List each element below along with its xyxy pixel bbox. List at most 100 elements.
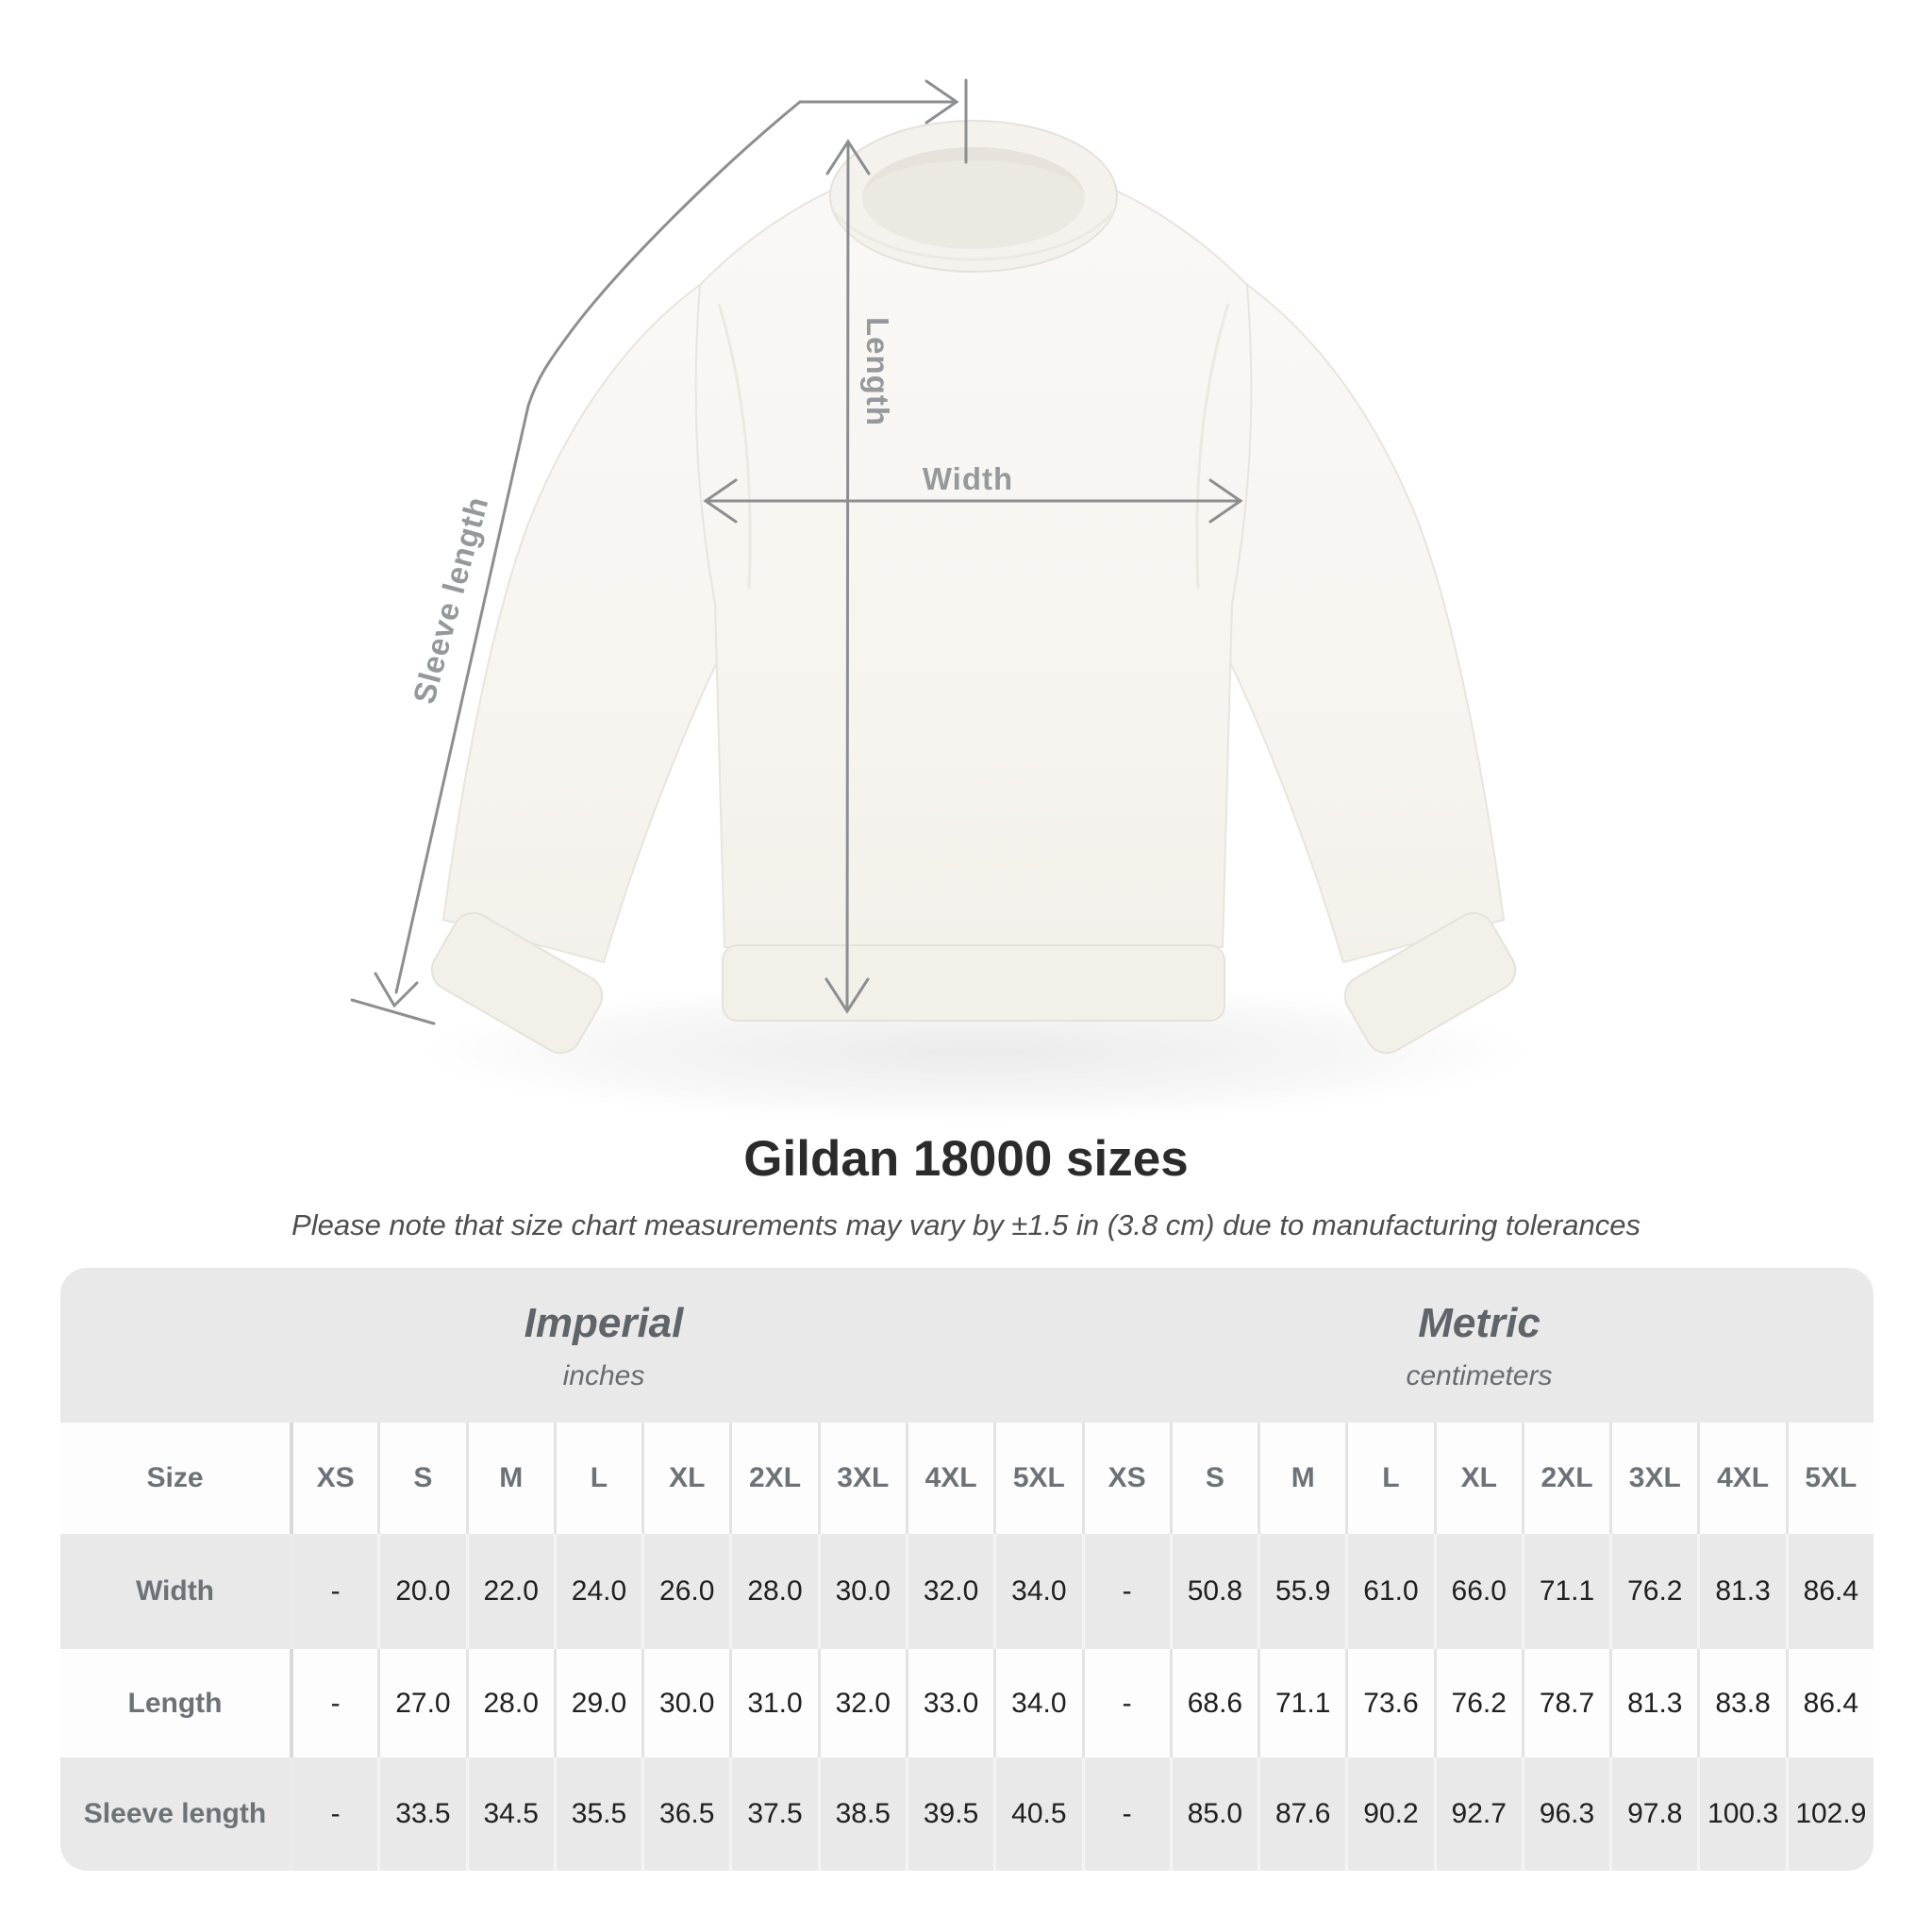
length-row: Length -27.0 28.0 29.0 30.0 31.0 32.0 33.0 34.0… — [60, 1649, 1874, 1757]
width-value-cell: 34.0 — [993, 1534, 1081, 1649]
size-column-header: 4XL — [905, 1423, 993, 1534]
metric-unit-group: Metric centimeters — [1406, 1268, 1552, 1423]
imperial-unit-group: Imperial inches — [525, 1268, 684, 1423]
measurement-lines — [350, 78, 1243, 1025]
collar-seam — [832, 210, 1115, 261]
width-value-cell: 71.1 — [1521, 1534, 1609, 1649]
size-column-header: M — [465, 1423, 554, 1534]
size-chart-table: Imperial inches Metric centimeters Size … — [60, 1268, 1874, 1871]
size-column-header: 3XL — [1609, 1423, 1697, 1534]
width-value-cell: 30.0 — [817, 1534, 906, 1649]
width-value-cell: 86.4 — [1785, 1534, 1874, 1649]
sleeve-value-cell: 40.5 — [993, 1757, 1081, 1871]
sleeve-value-cell: - — [1081, 1757, 1170, 1871]
length-value-cell: 83.8 — [1697, 1649, 1785, 1757]
sleeve-value-cell: 33.5 — [377, 1757, 465, 1871]
imperial-unit: inches — [562, 1360, 645, 1391]
width-value-cell: 81.3 — [1697, 1534, 1785, 1649]
tolerance-note: Please note that size chart measurements… — [291, 1208, 1641, 1241]
length-value-cell: 31.0 — [729, 1649, 817, 1757]
size-column-header: XL — [641, 1423, 729, 1534]
width-value-cell: 61.0 — [1345, 1534, 1433, 1649]
right-cuff — [1343, 911, 1517, 1055]
sleeve-value-cell: 87.6 — [1257, 1757, 1345, 1871]
corner-header: Size — [146, 1462, 204, 1493]
length-value-cell: 34.0 — [993, 1649, 1081, 1757]
width-value-cell: - — [290, 1534, 377, 1649]
imperial-label: Imperial — [524, 1300, 684, 1346]
width-value-cell: 20.0 — [377, 1534, 465, 1649]
width-measure-label: Width — [922, 461, 1014, 496]
size-column-header: 4XL — [1697, 1423, 1785, 1534]
garment-body — [694, 180, 1253, 948]
width-value-cell: 26.0 — [641, 1534, 729, 1649]
sleeve-value-cell: 39.5 — [905, 1757, 993, 1871]
sleeve-value-cell: 97.8 — [1609, 1757, 1697, 1871]
sleeve-value-cell: 36.5 — [641, 1757, 729, 1871]
size-column-header: 5XL — [993, 1423, 1081, 1534]
width-value-cell: 66.0 — [1433, 1534, 1522, 1649]
sleeve-value-cell: 102.9 — [1785, 1757, 1874, 1871]
size-guide-figure: Length Width Sleeve length — [350, 78, 1533, 1123]
width-value-cell: 22.0 — [465, 1534, 554, 1649]
size-column-header: 2XL — [729, 1423, 817, 1534]
hem-band — [722, 944, 1225, 1022]
size-header-row: Size XS S M L XL 2XL 3XL 4XL 5XL XS S M L XL 2XL 3XL 4XL… — [60, 1423, 1874, 1534]
length-arrow-up — [825, 139, 871, 175]
size-column-header: 2XL — [1521, 1423, 1609, 1534]
length-value-cell: - — [1081, 1649, 1170, 1757]
size-column-header: L — [553, 1423, 641, 1534]
length-value-cell: 71.1 — [1257, 1649, 1345, 1757]
sleeve-value-cell: 35.5 — [553, 1757, 641, 1871]
size-column-header: S — [1169, 1423, 1257, 1534]
sleeve-value-cell: 100.3 — [1697, 1757, 1785, 1871]
length-row-label: Length — [127, 1687, 223, 1719]
heading: Gildan 18000 sizes Please note that size… — [0, 1130, 1932, 1242]
width-value-cell: 32.0 — [905, 1534, 993, 1649]
collar-inner — [862, 147, 1085, 249]
sleeve-value-cell: 96.3 — [1521, 1757, 1609, 1871]
garment-shadow — [420, 981, 1533, 1123]
size-column-header: XS — [290, 1423, 377, 1534]
width-value-cell: 50.8 — [1169, 1534, 1257, 1649]
length-value-cell: 32.0 — [817, 1649, 906, 1757]
length-measure-line — [845, 142, 850, 1011]
size-column-header: XL — [1433, 1423, 1522, 1534]
size-column-header: 3XL — [817, 1423, 906, 1534]
unit-band: Imperial inches Metric centimeters — [60, 1268, 1874, 1423]
width-arrow-right — [1208, 478, 1243, 524]
length-value-cell: 27.0 — [377, 1649, 465, 1757]
length-value-cell: 73.6 — [1345, 1649, 1433, 1757]
sleeve-value-cell: 90.2 — [1345, 1757, 1433, 1871]
width-value-cell: - — [1081, 1534, 1170, 1649]
size-column-header: 5XL — [1785, 1423, 1874, 1534]
width-value-cell: 28.0 — [729, 1534, 817, 1649]
length-value-cell: 86.4 — [1785, 1649, 1874, 1757]
size-column-header: XS — [1081, 1423, 1170, 1534]
length-value-cell: - — [290, 1649, 377, 1757]
sleeve-value-cell: 92.7 — [1433, 1757, 1522, 1871]
length-value-cell: 29.0 — [553, 1649, 641, 1757]
sleeve-value-cell: 38.5 — [817, 1757, 906, 1871]
sweatshirt-illustration — [350, 78, 1533, 1123]
size-column-header: L — [1345, 1423, 1433, 1534]
size-column-header: M — [1257, 1423, 1345, 1534]
left-cuff — [430, 911, 604, 1055]
left-armhole-seam — [717, 303, 752, 590]
width-value-cell: 55.9 — [1257, 1534, 1345, 1649]
length-value-cell: 81.3 — [1609, 1649, 1697, 1757]
width-row: Width -20.0 22.0 24.0 26.0 28.0 30.0 32.0 34.0-… — [60, 1534, 1874, 1649]
width-arrow-left — [703, 478, 738, 524]
length-value-cell: 33.0 — [905, 1649, 993, 1757]
sleeve-row-label: Sleeve length — [83, 1798, 267, 1829]
sleeve-value-cell: 34.5 — [465, 1757, 554, 1871]
sleeve-measure-line — [394, 100, 802, 994]
sleeve-value-cell: 37.5 — [729, 1757, 817, 1871]
length-measure-label: Length — [860, 317, 895, 426]
collar-back-panel — [862, 147, 1085, 198]
width-value-cell: 24.0 — [553, 1534, 641, 1649]
sleeve-arrow-bottom — [374, 972, 419, 1008]
width-value-cell: 76.2 — [1609, 1534, 1697, 1649]
length-value-cell: 68.6 — [1169, 1649, 1257, 1757]
sleeve-value-cell: - — [290, 1757, 377, 1871]
